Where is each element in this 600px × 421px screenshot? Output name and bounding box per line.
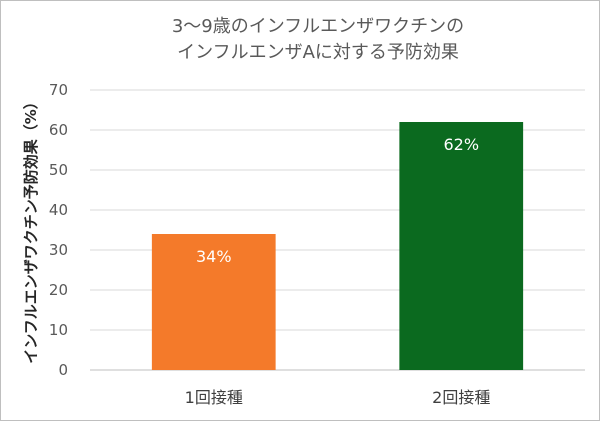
- y-axis-label: インフルエンザワクチン予防効果（%）: [22, 94, 40, 364]
- y-tick-label: 60: [49, 121, 68, 139]
- x-categories: 1回接種 2回接種: [185, 388, 491, 407]
- bars: [151, 122, 524, 370]
- y-tick-label: 50: [49, 161, 68, 179]
- data-label: 62%: [443, 135, 479, 154]
- y-tick-label: 70: [49, 81, 68, 99]
- data-labels: 34% 62%: [196, 135, 479, 266]
- y-ticks: 0 10 20 30 40 50 60 70: [49, 81, 68, 379]
- x-category-label: 1回接種: [185, 388, 243, 407]
- y-tick-label: 0: [58, 361, 68, 379]
- y-tick-label: 10: [49, 321, 68, 339]
- bar: [151, 234, 276, 370]
- y-tick-label: 40: [49, 201, 68, 219]
- x-category-label: 2回接種: [432, 388, 490, 407]
- chart-title-line-2: インフルエンザAに対する予防効果: [177, 42, 459, 63]
- data-label: 34%: [196, 247, 232, 266]
- bar: [399, 122, 524, 370]
- chart-title-line-1: 3〜9歳のインフルエンザワクチンの: [172, 16, 464, 37]
- y-tick-label: 30: [49, 241, 68, 259]
- y-tick-label: 20: [49, 281, 68, 299]
